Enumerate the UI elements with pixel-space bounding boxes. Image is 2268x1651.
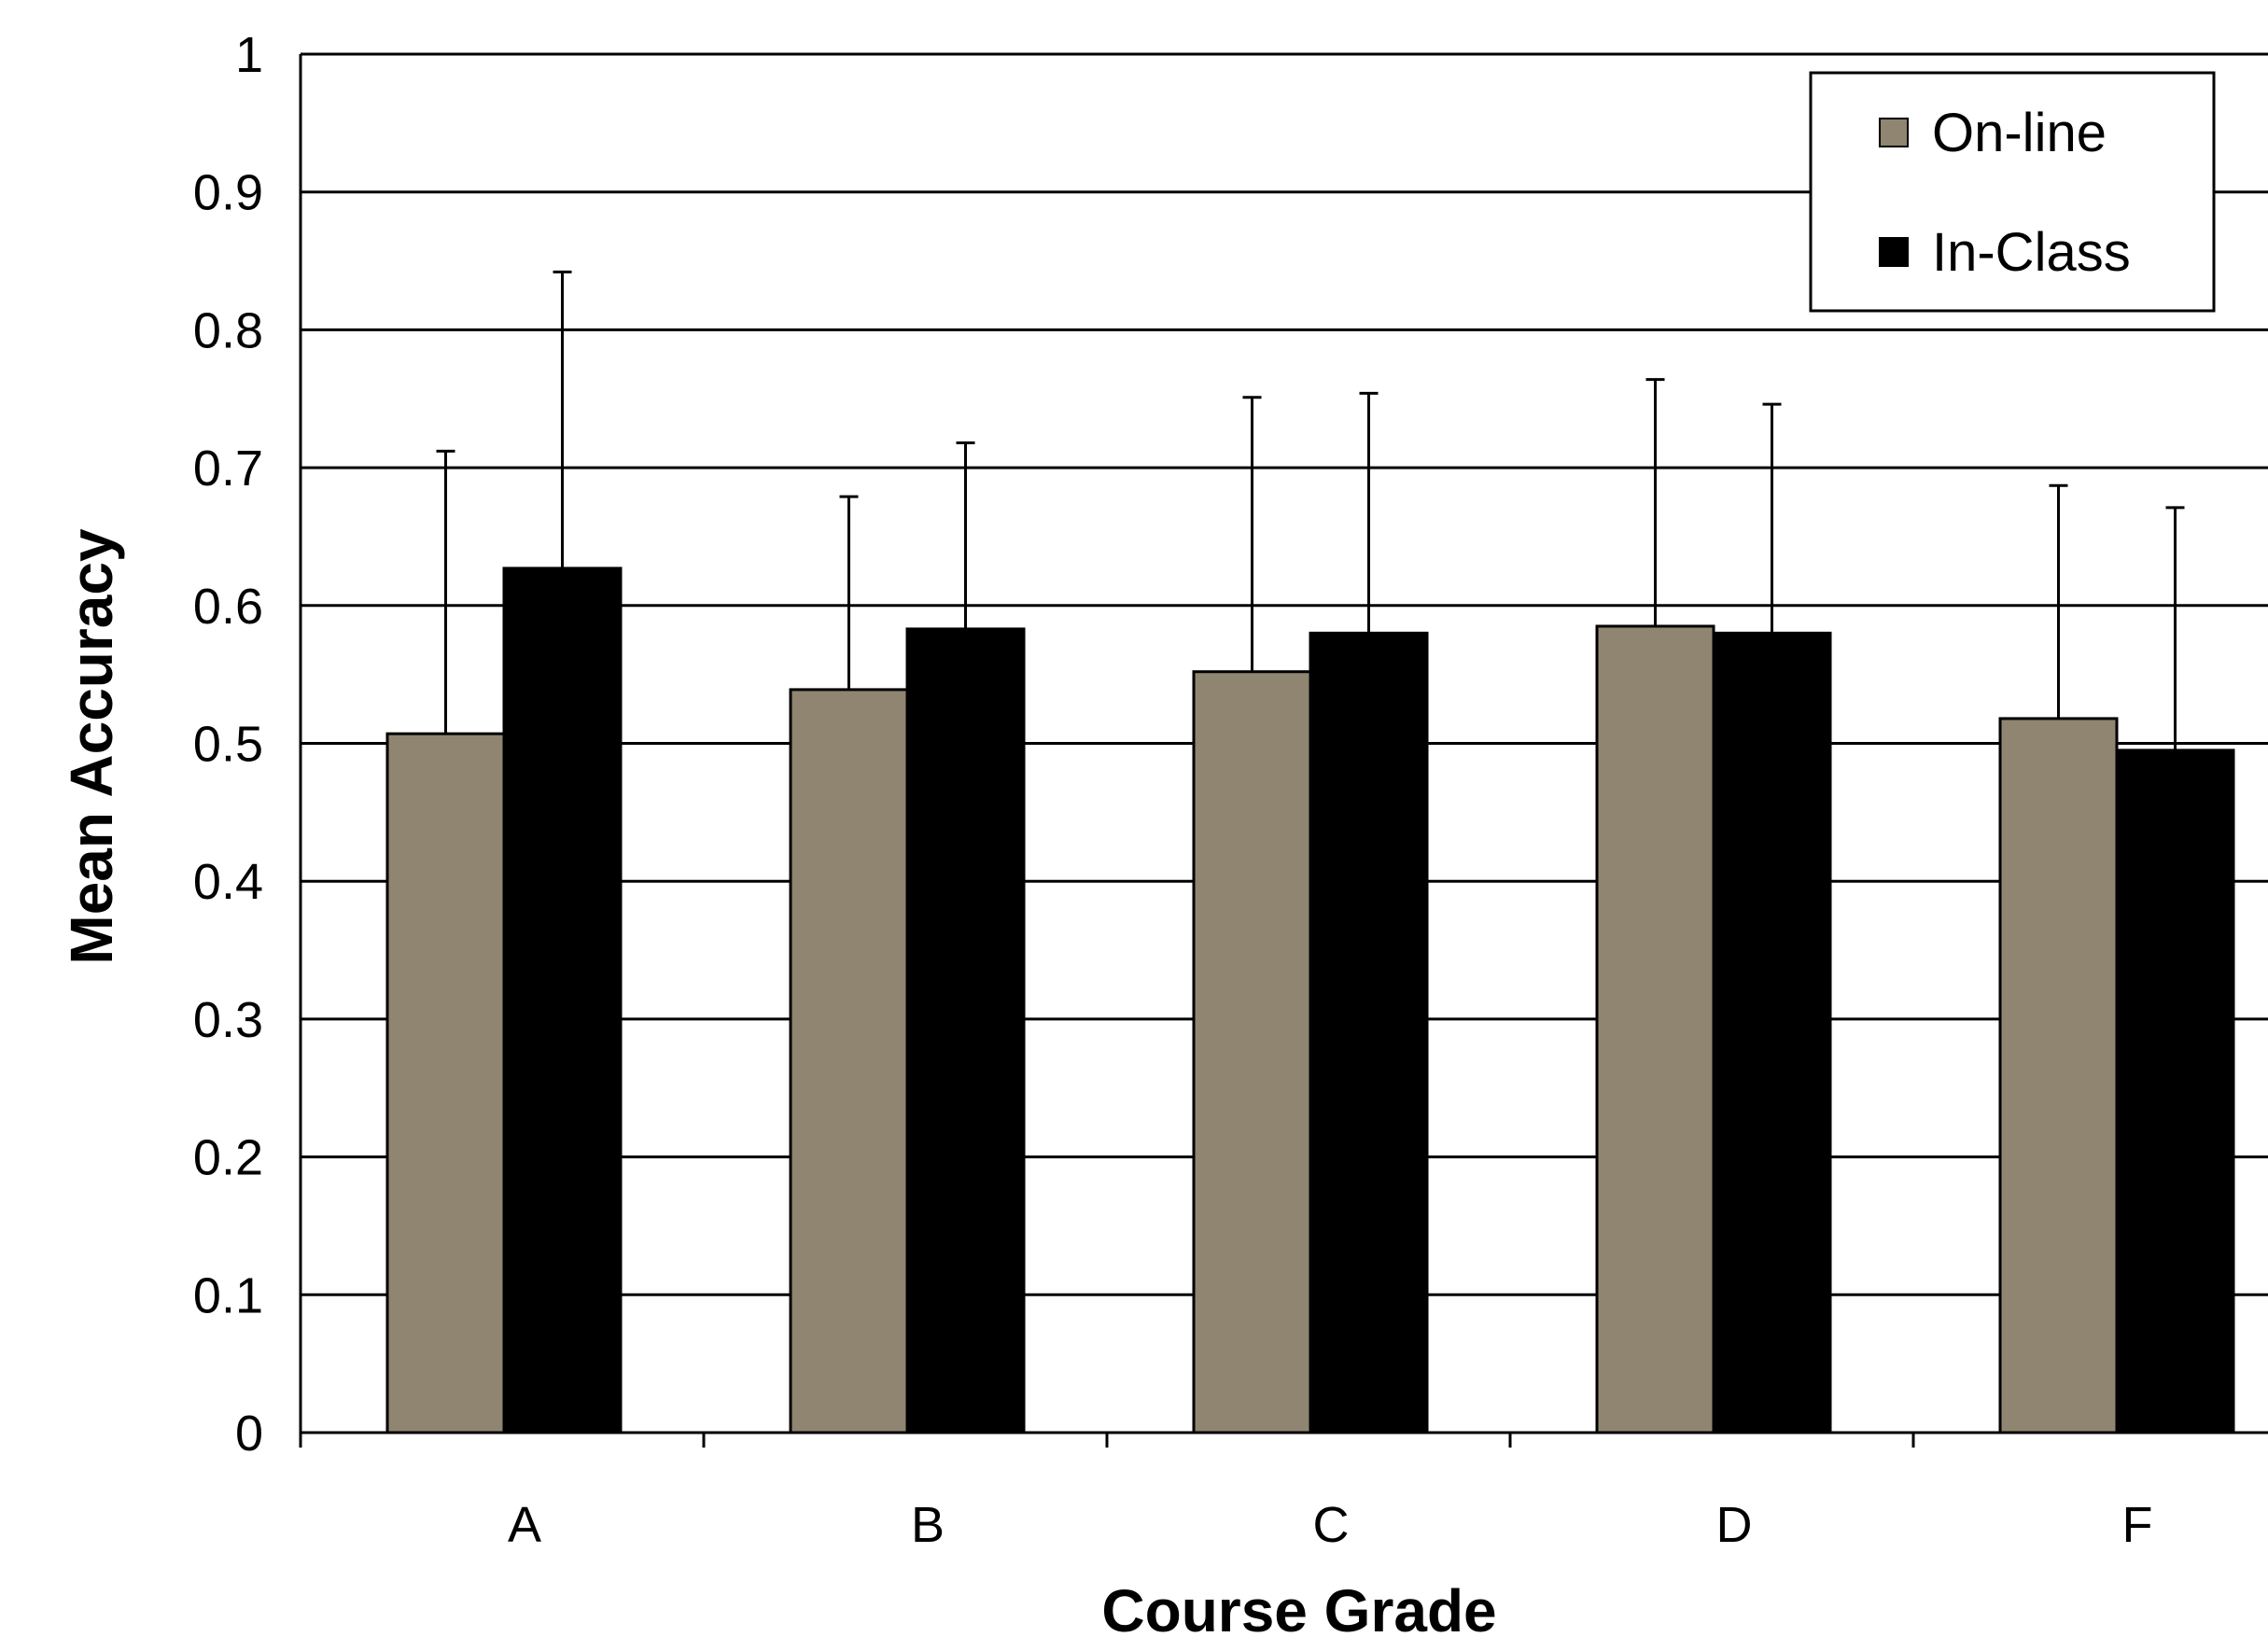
y-tick-label: 0.9 (193, 165, 263, 221)
bar-on-line-d (1595, 624, 1715, 1434)
y-tick-label: 0.2 (193, 1130, 263, 1186)
x-tick-label: B (911, 1497, 945, 1553)
y-tick-label: 0.1 (193, 1267, 263, 1323)
y-tick-label: 0.3 (193, 992, 263, 1048)
x-tick-label: A (508, 1497, 541, 1553)
y-axis-title: Mean Accuracy (58, 528, 125, 965)
x-tick-label: F (2122, 1497, 2153, 1553)
legend-label-in-class: In-Class (1932, 222, 2131, 283)
legend-label-online: On-line (1932, 103, 2107, 163)
y-tick-label: 0.8 (193, 302, 263, 358)
y-tick-label: 1 (235, 27, 263, 83)
y-tick-label: 0.5 (193, 717, 263, 773)
legend-swatch-online (1879, 118, 1909, 147)
y-tick-label: 0.4 (193, 854, 263, 910)
bar-on-line-f (1998, 717, 2119, 1434)
bars (385, 567, 2235, 1434)
bar-in-class-d (1712, 631, 1832, 1434)
error-bars (436, 270, 2185, 750)
legend-box (1809, 71, 2216, 313)
y-tick-labels: 0 0.1 0.2 0.3 0.4 0.5 0.6 0.7 0.8 0.9 1 (193, 27, 263, 1462)
bar-in-class-b (905, 627, 1026, 1434)
bar-in-class-f (2115, 749, 2235, 1434)
y-tick-label: 0.6 (193, 579, 263, 635)
bar-on-line-c (1192, 670, 1312, 1434)
bar-in-class-c (1309, 631, 1429, 1434)
axes (299, 54, 2268, 1448)
y-tick-label: 0.7 (193, 441, 263, 497)
legend-swatch-in-class (1879, 237, 1909, 267)
x-tick-label: D (1716, 1497, 1753, 1553)
bar-in-class-a (502, 567, 623, 1434)
legend: On-line In-Class (1809, 71, 2216, 313)
x-axis-title: Course Grade (1101, 1577, 1496, 1644)
bar-on-line-a (385, 732, 506, 1434)
y-tick-label: 0 (235, 1406, 263, 1462)
x-tick-label: C (1313, 1497, 1350, 1553)
bar-on-line-b (789, 688, 909, 1434)
